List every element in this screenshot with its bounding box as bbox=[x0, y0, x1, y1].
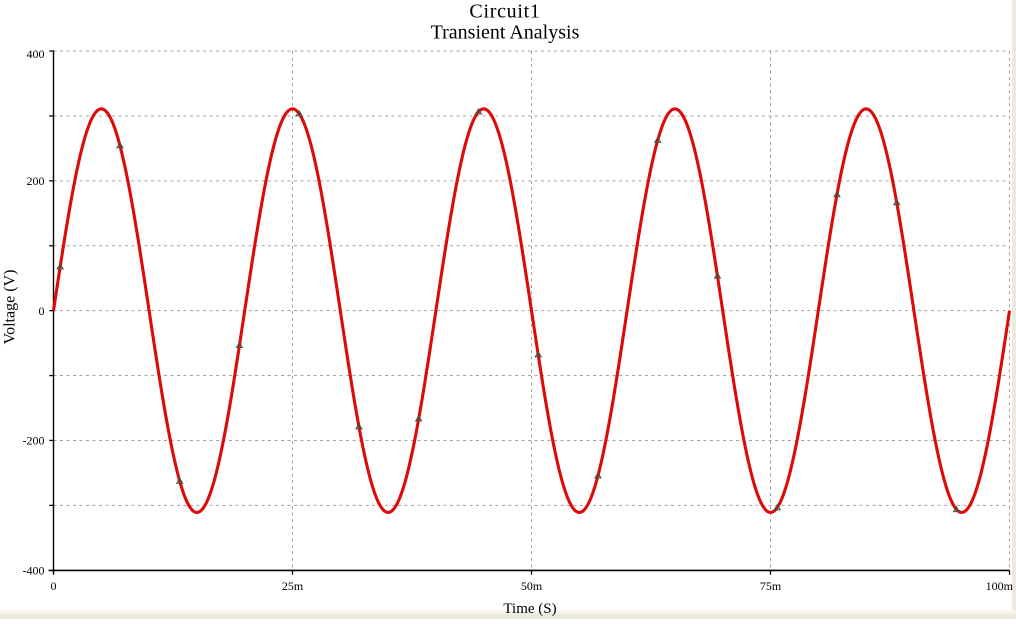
svg-text:75m: 75m bbox=[760, 579, 782, 593]
svg-text:Time (S): Time (S) bbox=[503, 601, 556, 617]
svg-text:Transient Analysis: Transient Analysis bbox=[431, 22, 580, 44]
svg-text:-400: -400 bbox=[23, 563, 45, 577]
svg-text:25m: 25m bbox=[282, 579, 304, 593]
svg-text:Circuit1: Circuit1 bbox=[469, 1, 540, 23]
svg-text:50m: 50m bbox=[521, 579, 543, 593]
svg-text:-200: -200 bbox=[23, 434, 45, 448]
svg-text:Voltage (V): Voltage (V) bbox=[2, 270, 19, 345]
svg-text:400: 400 bbox=[27, 47, 45, 61]
svg-text:200: 200 bbox=[27, 174, 45, 188]
svg-text:0: 0 bbox=[51, 579, 57, 593]
svg-text:100m: 100m bbox=[986, 579, 1014, 593]
svg-text:0: 0 bbox=[39, 304, 45, 318]
